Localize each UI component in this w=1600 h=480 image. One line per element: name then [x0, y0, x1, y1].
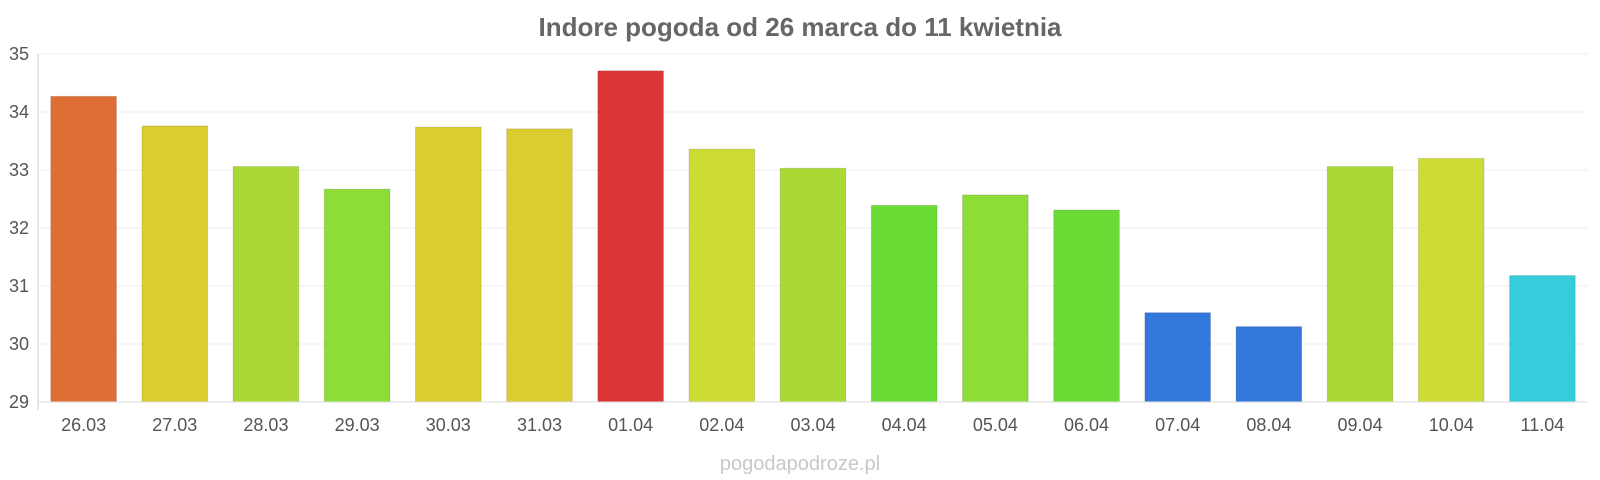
y-tick-label: 33: [9, 160, 29, 180]
x-tick-label: 27.03: [152, 415, 197, 435]
bar-04.04: [870, 204, 938, 403]
bar-02.04: [688, 148, 756, 403]
watermark: pogodapodroze.pl: [720, 453, 880, 475]
bars: [50, 70, 1576, 403]
x-tick-label: 10.04: [1429, 415, 1474, 435]
x-tick-label: 06.04: [1064, 415, 1109, 435]
bar-08.04: [1235, 326, 1303, 403]
bar-10.04: [1417, 157, 1485, 403]
bar-30.03: [414, 126, 482, 403]
y-tick-label: 31: [9, 276, 29, 296]
x-axis: 26.03 27.03 28.03 29.03 30.03 31.03 01.04 02.04…: [38, 401, 1588, 435]
x-tick-label: 03.04: [790, 415, 835, 435]
x-tick-label: 30.03: [426, 415, 471, 435]
y-tick-label: 29: [9, 392, 29, 412]
bar-03.04: [779, 167, 847, 403]
bar-27.03: [141, 125, 209, 403]
x-tick-label: 02.04: [699, 415, 744, 435]
bar-06.04: [1053, 209, 1120, 403]
x-tick-label: 08.04: [1246, 415, 1291, 435]
y-tick-label: 35: [9, 44, 29, 64]
bar-29.03: [323, 188, 391, 403]
x-tick-label: 09.04: [1338, 415, 1383, 435]
x-tick-label: 29.03: [335, 415, 380, 435]
x-tick-label: 01.04: [608, 415, 653, 435]
y-axis: 29 30 31 32 33 34 35: [9, 44, 39, 412]
x-tick-label: 07.04: [1155, 415, 1200, 435]
x-tick-label: 04.04: [882, 415, 927, 435]
x-tick-label: 31.03: [517, 415, 562, 435]
x-tick-label: 05.04: [973, 415, 1018, 435]
y-tick-label: 34: [9, 102, 29, 122]
x-tick-label: 11.04: [1521, 415, 1565, 435]
bar-11.04: [1509, 275, 1576, 403]
bar-07.04: [1144, 312, 1212, 403]
bar-26.03: [50, 95, 117, 403]
x-tick-label: 28.03: [243, 415, 288, 435]
bar-28.03: [232, 166, 300, 403]
y-tick-label: 32: [9, 218, 29, 238]
bar-09.04: [1326, 166, 1394, 403]
bar-05.04: [962, 194, 1029, 403]
bar-31.03: [506, 128, 573, 403]
chart-title: Indore pogoda od 26 marca do 11 kwietnia: [538, 12, 1062, 42]
y-tick-label: 30: [9, 334, 29, 354]
bar-01.04: [597, 70, 664, 403]
x-tick-label: 26.03: [61, 415, 106, 435]
